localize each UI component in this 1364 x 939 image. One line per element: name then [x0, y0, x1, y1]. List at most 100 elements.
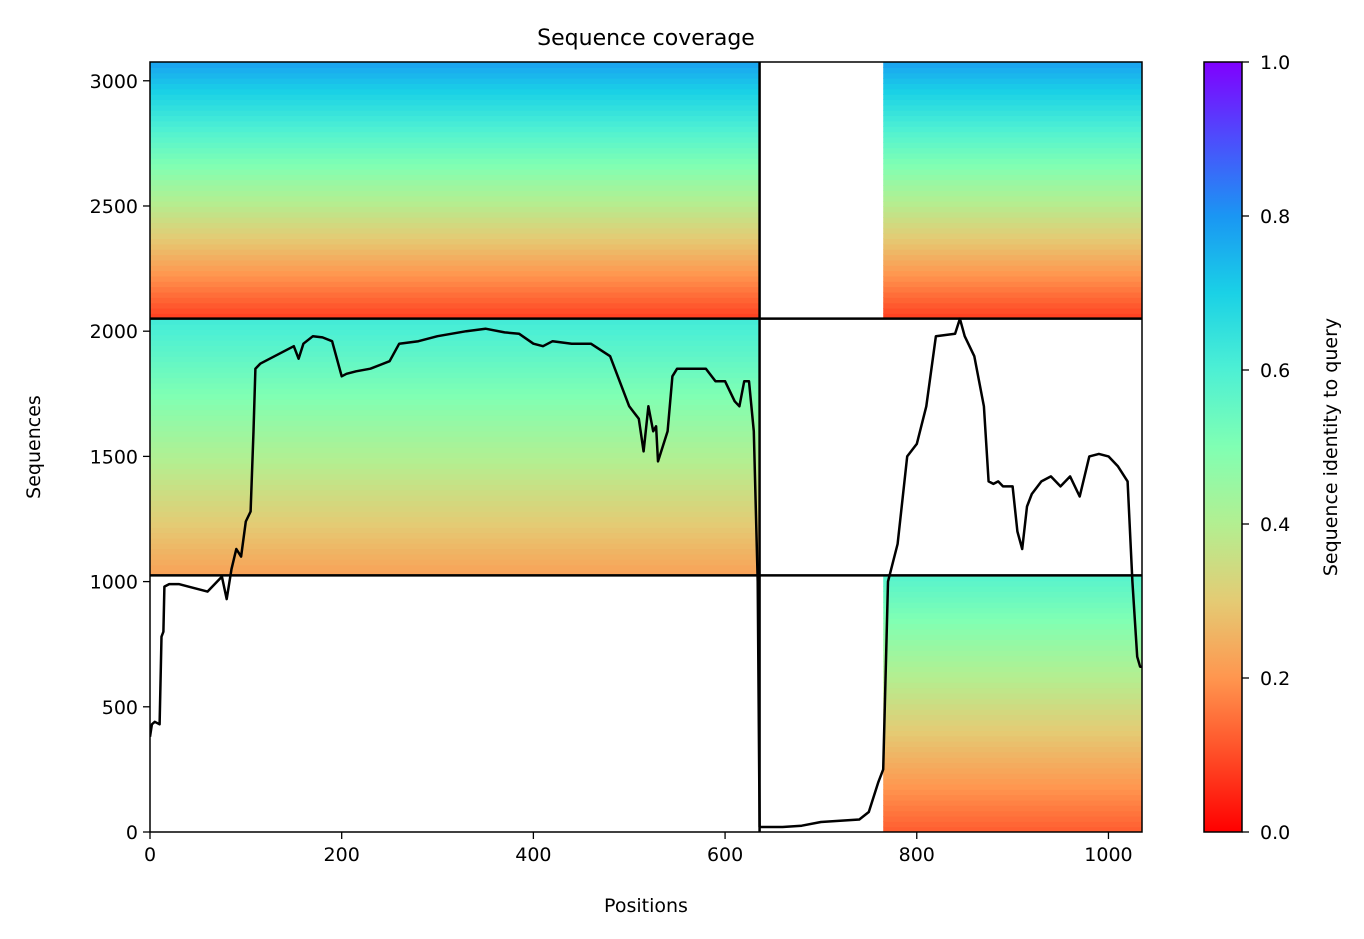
heatmap-band — [150, 447, 760, 453]
heatmap-band — [150, 404, 760, 411]
heatmap-band — [883, 120, 1142, 127]
heatmap-band — [883, 821, 1142, 828]
heatmap-band — [883, 233, 1142, 240]
heatmap-band — [150, 168, 760, 175]
heatmap-band — [883, 184, 1142, 191]
heatmap-band — [150, 495, 760, 502]
heatmap-band — [883, 217, 1142, 224]
colorbar-tick-label: 0.0 — [1260, 822, 1290, 844]
heatmap-band — [150, 233, 760, 240]
heatmap-band — [883, 206, 1142, 213]
colorbar-ticks: 0.0 0.2 0.4 0.6 0.8 1.0 — [1242, 52, 1290, 844]
heatmap-band — [883, 211, 1142, 218]
heatmap-band — [150, 559, 760, 566]
heatmap-band — [150, 527, 760, 534]
y-tick-label: 1000 — [90, 572, 138, 594]
x-tick-label: 800 — [899, 844, 935, 866]
heatmap-band — [883, 307, 1142, 314]
heatmap-band — [883, 741, 1142, 748]
heatmap-band — [883, 655, 1142, 662]
heatmap-band — [883, 265, 1142, 272]
y-tick-label: 1500 — [90, 446, 138, 468]
heatmap-band — [883, 789, 1142, 796]
heatmap-band — [150, 227, 760, 234]
heatmap-band — [883, 815, 1142, 822]
heatmap-band — [150, 484, 760, 491]
heatmap-band — [883, 115, 1142, 122]
heatmap-band — [883, 666, 1142, 673]
heatmap-band — [150, 104, 760, 111]
heatmap-band — [883, 126, 1142, 133]
heatmap-band — [150, 366, 760, 373]
heatmap-band — [150, 265, 760, 272]
heatmap-band — [883, 158, 1142, 165]
heatmap-band — [883, 746, 1142, 753]
x-tick-label: 0 — [144, 844, 156, 866]
heatmap-band — [150, 291, 760, 298]
heatmap-band — [150, 243, 760, 250]
heatmap-band — [150, 190, 760, 197]
heatmap-band — [150, 372, 760, 379]
heatmap-band — [150, 152, 760, 159]
heatmap-band — [150, 500, 760, 507]
heatmap-band — [150, 110, 760, 117]
heatmap-band — [883, 586, 1142, 592]
heatmap-band — [150, 409, 760, 416]
heatmap-band — [150, 259, 760, 266]
heatmap-band — [150, 297, 760, 304]
heatmap-band — [883, 725, 1142, 732]
colorbar-label: Sequence identity to query — [1320, 318, 1342, 576]
heatmap-band — [883, 607, 1142, 614]
heatmap-band — [150, 72, 760, 79]
heatmap-band — [883, 163, 1142, 170]
heatmap-band — [150, 569, 760, 576]
heatmap-band — [150, 270, 760, 277]
heatmap-band — [150, 275, 760, 282]
heatmap-band — [883, 238, 1142, 245]
heatmap-band — [883, 612, 1142, 619]
heatmap-block — [150, 62, 760, 320]
heatmap-band — [883, 62, 1142, 68]
y-axis-label: Sequences — [23, 395, 45, 499]
heatmap-band — [883, 650, 1142, 657]
heatmap-band — [883, 735, 1142, 742]
heatmap-band — [883, 682, 1142, 689]
heatmap-band — [150, 393, 760, 400]
heatmap-band — [150, 548, 760, 555]
y-tick-label: 2000 — [90, 321, 138, 343]
heatmap-band — [883, 72, 1142, 79]
heatmap-band — [150, 254, 760, 261]
heatmap-blocks — [150, 62, 1142, 832]
heatmap-band — [883, 826, 1142, 832]
heatmap-band — [150, 340, 760, 347]
heatmap-block — [883, 62, 1142, 320]
heatmap-band — [883, 152, 1142, 159]
heatmap-band — [150, 62, 760, 68]
heatmap-band — [883, 634, 1142, 641]
heatmap-band — [883, 110, 1142, 117]
heatmap-band — [150, 511, 760, 518]
heatmap-band — [883, 676, 1142, 683]
heatmap-band — [150, 543, 760, 550]
heatmap-band — [883, 623, 1142, 630]
heatmap-band — [150, 147, 760, 154]
y-tick-label: 500 — [102, 697, 138, 719]
heatmap-band — [150, 532, 760, 539]
heatmap-band — [150, 452, 760, 459]
y-tick-label: 3000 — [90, 71, 138, 93]
heatmap-band — [883, 778, 1142, 785]
heatmap-band — [883, 660, 1142, 667]
heatmap-band — [883, 88, 1142, 95]
heatmap-band — [150, 201, 760, 207]
x-axis-ticks: 0 200 400 600 800 1000 — [144, 832, 1133, 866]
heatmap-band — [883, 243, 1142, 250]
heatmap-band — [150, 88, 760, 95]
heatmap-band — [150, 377, 760, 384]
heatmap-band — [150, 78, 760, 84]
heatmap-band — [150, 222, 760, 229]
heatmap-band — [150, 158, 760, 165]
x-axis-label: Positions — [604, 895, 688, 917]
heatmap-band — [883, 201, 1142, 207]
heatmap-band — [883, 286, 1142, 293]
heatmap-band — [150, 94, 760, 101]
